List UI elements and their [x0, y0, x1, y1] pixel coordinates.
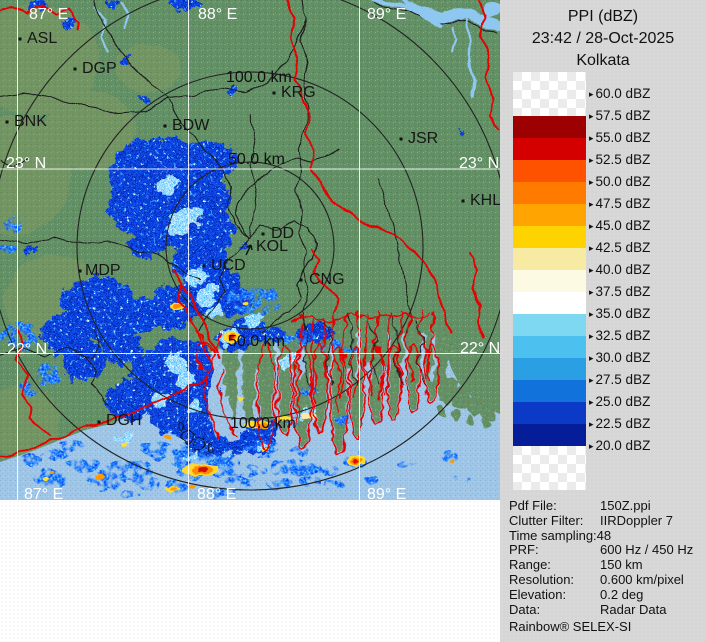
svg-text:50.0 km: 50.0 km — [228, 151, 285, 168]
svg-text:DD: DD — [271, 225, 294, 242]
svg-text:23° N: 23° N — [459, 155, 499, 172]
svg-text:22° N: 22° N — [7, 341, 47, 358]
svg-text:22° N: 22° N — [460, 340, 500, 357]
svg-text:50.0 km: 50.0 km — [228, 333, 285, 350]
svg-text:BNK: BNK — [14, 113, 47, 130]
svg-text:CNG: CNG — [309, 271, 345, 288]
svg-text:23° N: 23° N — [6, 155, 46, 172]
svg-text:88° E: 88° E — [197, 486, 236, 500]
svg-text:DGH: DGH — [106, 412, 142, 429]
svg-text:ASL: ASL — [27, 30, 57, 47]
svg-text:JSR: JSR — [408, 130, 438, 147]
svg-text:89° E: 89° E — [367, 486, 406, 500]
svg-text:89° E: 89° E — [367, 6, 406, 23]
svg-text:MDP: MDP — [85, 262, 121, 279]
svg-text:KOL: KOL — [256, 238, 288, 255]
svg-text:KHL: KHL — [470, 192, 500, 209]
svg-text:88° E: 88° E — [198, 6, 237, 23]
svg-text:100.0 km: 100.0 km — [230, 415, 296, 432]
svg-text:BDW: BDW — [172, 117, 210, 134]
svg-text:87° E: 87° E — [29, 6, 68, 23]
svg-text:UCD: UCD — [211, 257, 246, 274]
svg-text:DGP: DGP — [82, 60, 117, 77]
svg-text:87° E: 87° E — [24, 486, 63, 500]
svg-text:KRG: KRG — [281, 84, 316, 101]
svg-text:100.0 km: 100.0 km — [226, 69, 292, 86]
